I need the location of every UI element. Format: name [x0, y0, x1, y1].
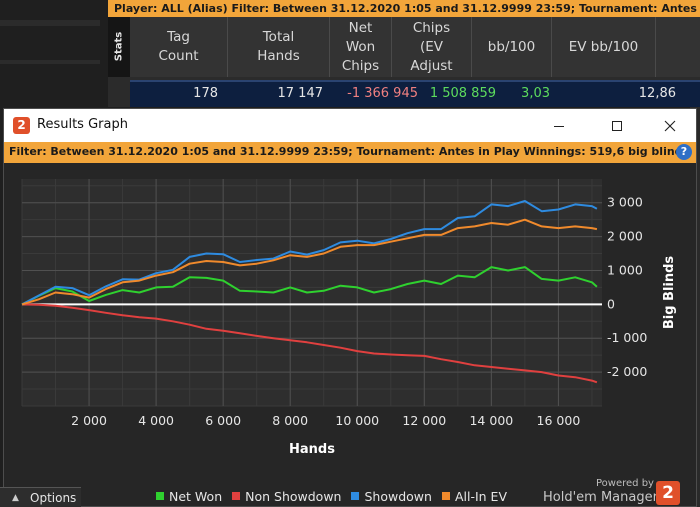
stats-window: Player: ALL (Alias) Filter: Between 31.1… — [108, 0, 700, 107]
cell-chips-ev-adjusted: 1 508 859 — [429, 86, 496, 101]
series-line-non-showdown — [21, 303, 598, 384]
results-chart[interactable]: 2 000 4 000 6 000 8 000 10 000 12 000 14 000 16… — [4, 109, 696, 506]
background-divider — [0, 20, 100, 26]
y-tick-label: 2 000 — [607, 229, 643, 244]
series-line-net-won — [21, 266, 598, 306]
graph-filter-bar: Filter: Between 31.12.2020 1:05 and 31.1… — [4, 142, 696, 163]
legend-label: Non Showdown — [245, 488, 342, 504]
y-tick-label: 0 — [607, 296, 615, 311]
legend-item-non-showdown[interactable]: Non Showdown — [232, 489, 341, 504]
results-graph-window: 2 Results Graph Filter: Between 31.12.20… — [3, 108, 697, 507]
series-line-all-in-ev — [21, 218, 598, 306]
column-header-total-hands[interactable]: Total Hands — [228, 17, 330, 77]
legend-swatch — [232, 492, 241, 500]
column-header-bb-per-100[interactable]: bb/100 — [472, 17, 552, 77]
legend-swatch — [441, 492, 450, 500]
brand-logo-icon: 2 — [656, 481, 680, 505]
cell-tag-count: 178 — [193, 86, 218, 101]
series-layer — [21, 200, 598, 384]
cell-bb-per-100: 3,03 — [521, 86, 550, 101]
stats-tab[interactable]: Stats — [108, 17, 130, 77]
background-divider — [0, 60, 100, 64]
x-tick-label: 12 000 — [402, 413, 446, 428]
legend-item-all-in-ev[interactable]: All-In EV — [441, 488, 507, 504]
legend-label: Net Won — [169, 488, 223, 504]
cell-total-hands: 17 147 — [277, 86, 324, 101]
legend-item-showdown[interactable]: Showdown — [351, 488, 432, 504]
minimize-button[interactable] — [536, 109, 582, 142]
window-title: Results Graph — [37, 117, 128, 132]
minimize-icon — [554, 125, 564, 127]
series-line-showdown — [21, 200, 598, 306]
y-tick-label: 3 000 — [607, 195, 643, 210]
cell-net-won-chips: -1 366 945 — [347, 86, 418, 101]
caret-up-icon: ▲ — [12, 493, 19, 503]
close-button[interactable] — [647, 109, 693, 142]
title-bar[interactable]: 2 Results Graph — [4, 109, 696, 142]
options-button[interactable]: ▲ Options — [0, 487, 81, 507]
legend-item-net-won[interactable]: Net Won — [156, 489, 222, 504]
column-header-net-won-chips[interactable]: Net Won Chips — [330, 17, 392, 77]
legend-label: Showdown — [364, 488, 432, 504]
maximize-button[interactable] — [594, 109, 640, 142]
close-icon — [664, 120, 676, 131]
x-tick-label: 14 000 — [469, 413, 513, 428]
y-tick-label: -1 000 — [607, 330, 647, 345]
x-tick-label: 4 000 — [138, 413, 174, 428]
stats-table-header: Tag Count Total Hands Net Won Chips Chip… — [130, 17, 700, 77]
legend-swatch — [156, 492, 164, 500]
y-axis-label: Big Blinds — [662, 256, 677, 330]
x-tick-label: 2 000 — [71, 413, 107, 428]
stats-tab-label: Stats — [113, 31, 125, 62]
y-axis-ticks: -2 000 -1 000 0 1 000 2 000 3 000 — [607, 195, 647, 379]
help-icon[interactable]: ? — [676, 144, 692, 160]
x-tick-label: 10 000 — [335, 413, 379, 428]
graph-filter-text: Filter: Between 31.12.2020 1:05 and 31.1… — [9, 145, 690, 158]
legend-swatch — [351, 492, 360, 500]
column-header-tag-count[interactable]: Tag Count — [130, 17, 228, 77]
y-tick-label: 1 000 — [607, 262, 643, 277]
legend-label: All-In EV — [454, 488, 507, 504]
powered-by-text: Powered by — [596, 478, 654, 489]
maximize-icon — [612, 120, 622, 131]
options-label: Options — [30, 491, 77, 505]
x-tick-label: 16 000 — [537, 413, 581, 428]
x-axis-ticks: 2 000 4 000 6 000 8 000 10 000 12 000 14 000 16… — [71, 413, 580, 428]
brand-name: Hold'em Manager — [543, 490, 658, 505]
x-tick-label: 8 000 — [272, 413, 308, 428]
x-tick-label: 6 000 — [205, 413, 241, 428]
app-logo-icon: 2 — [13, 117, 30, 134]
column-header-chips-ev-adjusted[interactable]: Chips (EV Adjust — [392, 17, 472, 77]
column-header-ev-bb-per-100[interactable]: EV bb/100 — [552, 17, 656, 77]
chart-legend: Net Won Non Showdown Showdown All-In EV — [156, 488, 517, 504]
x-axis-label: Hands — [289, 442, 335, 457]
y-tick-label: -2 000 — [607, 364, 647, 379]
table-row[interactable]: 178 17 147 -1 366 945 1 508 859 3,03 12,… — [130, 80, 700, 107]
cell-ev-bb-per-100: 12,86 — [638, 86, 676, 101]
stats-filter-bar: Player: ALL (Alias) Filter: Between 31.1… — [108, 0, 700, 17]
